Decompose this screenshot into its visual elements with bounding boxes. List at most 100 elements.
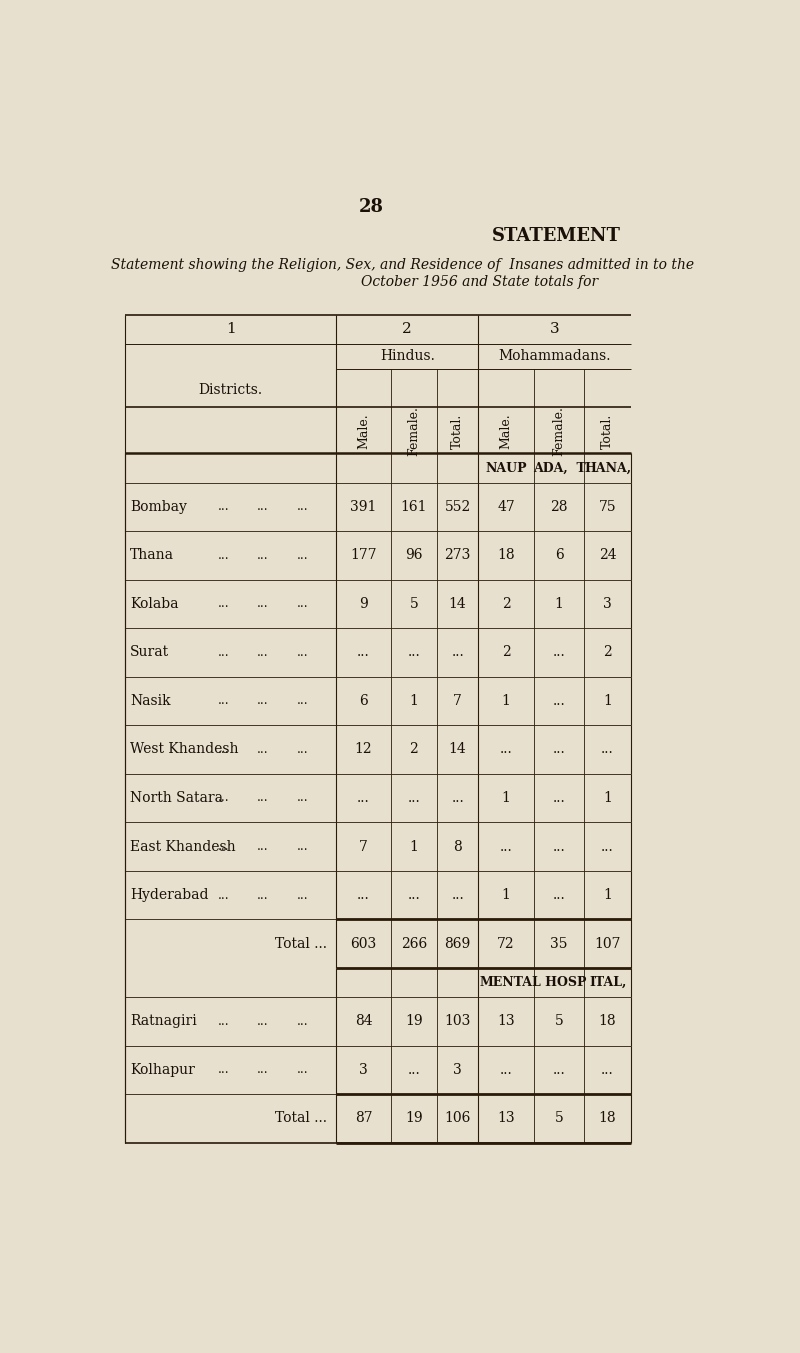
- Text: 2: 2: [603, 645, 612, 659]
- Text: Total.: Total.: [601, 414, 614, 449]
- Text: HANA,: HANA,: [584, 461, 631, 475]
- Text: ...: ...: [451, 888, 464, 902]
- Text: 103: 103: [445, 1015, 471, 1028]
- Text: North Satara: North Satara: [130, 792, 223, 805]
- Text: ...: ...: [357, 888, 370, 902]
- Text: 5: 5: [410, 597, 418, 612]
- Text: Nasik: Nasik: [130, 694, 171, 708]
- Text: Hindus.: Hindus.: [380, 349, 434, 364]
- Text: ...: ...: [407, 792, 420, 805]
- Text: 14: 14: [449, 743, 466, 756]
- Text: ...: ...: [297, 840, 308, 852]
- Text: 1: 1: [603, 792, 612, 805]
- Text: 18: 18: [599, 1015, 617, 1028]
- Text: ...: ...: [218, 889, 229, 901]
- Text: ...: ...: [297, 549, 308, 561]
- Text: 603: 603: [350, 936, 377, 951]
- Text: East Khandesh: East Khandesh: [130, 839, 236, 854]
- Text: ...: ...: [553, 645, 566, 659]
- Text: 2: 2: [402, 322, 412, 337]
- Text: ...: ...: [602, 1063, 614, 1077]
- Text: ...: ...: [257, 501, 269, 513]
- Text: October 1956 and State totals for: October 1956 and State totals for: [361, 275, 598, 288]
- Text: Hyderabad: Hyderabad: [130, 888, 209, 902]
- Text: ...: ...: [218, 1015, 229, 1028]
- Text: 5: 5: [555, 1111, 563, 1126]
- Text: 28: 28: [550, 501, 568, 514]
- Text: ...: ...: [218, 645, 229, 659]
- Text: ...: ...: [553, 792, 566, 805]
- Text: 18: 18: [599, 1111, 617, 1126]
- Text: ...: ...: [218, 598, 229, 610]
- Text: ...: ...: [257, 645, 269, 659]
- Text: 14: 14: [449, 597, 466, 612]
- Text: Total.: Total.: [451, 414, 464, 449]
- Text: Bombay: Bombay: [130, 501, 187, 514]
- Text: ...: ...: [407, 888, 420, 902]
- Text: ...: ...: [257, 1015, 269, 1028]
- Text: ...: ...: [297, 743, 308, 756]
- Text: ...: ...: [297, 598, 308, 610]
- Text: 2: 2: [502, 597, 510, 612]
- Text: 75: 75: [599, 501, 617, 514]
- Text: ADA,  T: ADA, T: [533, 461, 586, 475]
- Text: 106: 106: [445, 1111, 471, 1126]
- Text: Total ...: Total ...: [275, 1111, 327, 1126]
- Text: ...: ...: [257, 1063, 269, 1076]
- Text: 72: 72: [498, 936, 515, 951]
- Text: L HOSP: L HOSP: [532, 976, 586, 989]
- Text: MENTA: MENTA: [480, 976, 533, 989]
- Text: 391: 391: [350, 501, 377, 514]
- Text: ...: ...: [218, 501, 229, 513]
- Text: ...: ...: [357, 645, 370, 659]
- Text: ...: ...: [218, 549, 229, 561]
- Text: 8: 8: [454, 839, 462, 854]
- Text: 1: 1: [502, 888, 510, 902]
- Text: ...: ...: [602, 839, 614, 854]
- Text: Male.: Male.: [499, 414, 513, 449]
- Text: ...: ...: [297, 501, 308, 513]
- Text: Male.: Male.: [357, 414, 370, 449]
- Text: Female.: Female.: [553, 406, 566, 456]
- Text: 13: 13: [498, 1111, 515, 1126]
- Text: ...: ...: [218, 840, 229, 852]
- Text: 96: 96: [405, 548, 422, 563]
- Text: ...: ...: [553, 839, 566, 854]
- Text: 13: 13: [498, 1015, 515, 1028]
- Text: ...: ...: [297, 645, 308, 659]
- Text: 84: 84: [354, 1015, 372, 1028]
- Text: 869: 869: [445, 936, 470, 951]
- Text: STATEMENT: STATEMENT: [492, 227, 621, 245]
- Text: 1: 1: [502, 694, 510, 708]
- Text: ...: ...: [553, 743, 566, 756]
- Text: Statement showing the Religion, Sex, and Residence of  Insanes admitted in to th: Statement showing the Religion, Sex, and…: [110, 258, 694, 272]
- Text: ...: ...: [218, 1063, 229, 1076]
- Text: ITAL,: ITAL,: [589, 976, 626, 989]
- Text: 177: 177: [350, 548, 377, 563]
- Text: ...: ...: [602, 743, 614, 756]
- Text: Ratnagiri: Ratnagiri: [130, 1015, 197, 1028]
- Text: Districts.: Districts.: [198, 383, 262, 396]
- Text: 1: 1: [226, 322, 235, 337]
- Text: 107: 107: [594, 936, 621, 951]
- Text: 87: 87: [354, 1111, 372, 1126]
- Text: 266: 266: [401, 936, 427, 951]
- Text: 35: 35: [550, 936, 568, 951]
- Text: Total ...: Total ...: [275, 936, 327, 951]
- Text: 19: 19: [405, 1015, 422, 1028]
- Text: ...: ...: [257, 743, 269, 756]
- Text: 1: 1: [502, 792, 510, 805]
- Text: ...: ...: [257, 840, 269, 852]
- Text: 6: 6: [359, 694, 368, 708]
- Text: ...: ...: [297, 1063, 308, 1076]
- Text: 28: 28: [358, 198, 384, 216]
- Text: Kolaba: Kolaba: [130, 597, 178, 612]
- Text: 2: 2: [502, 645, 510, 659]
- Text: ...: ...: [297, 792, 308, 805]
- Text: Female.: Female.: [407, 406, 420, 456]
- Text: Thana: Thana: [130, 548, 174, 563]
- Text: ...: ...: [257, 598, 269, 610]
- Text: ...: ...: [297, 889, 308, 901]
- Text: 7: 7: [454, 694, 462, 708]
- Text: 552: 552: [445, 501, 470, 514]
